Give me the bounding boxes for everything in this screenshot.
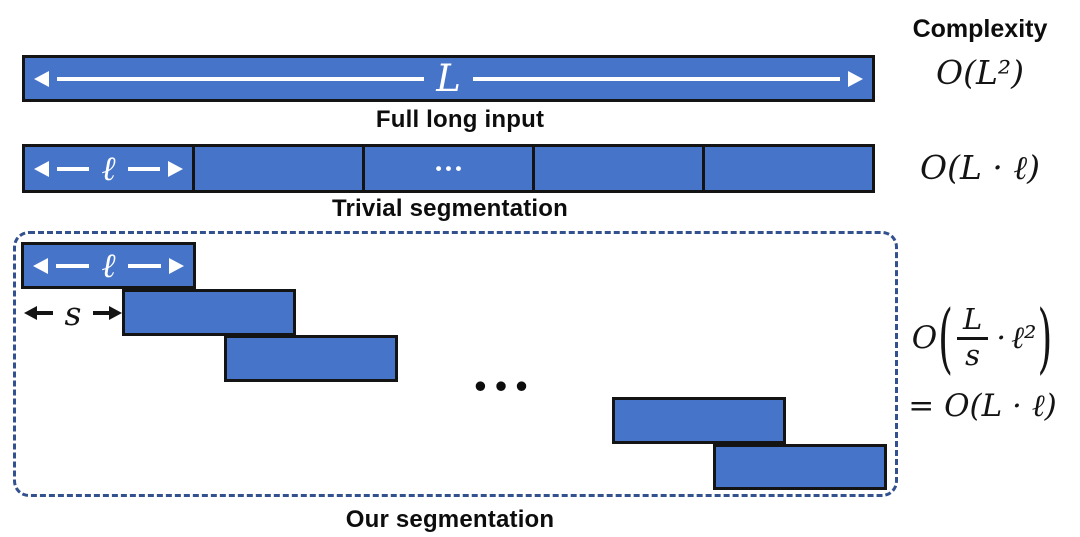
segment-ellipsis: ••• — [435, 158, 466, 178]
caption-our-segmentation: Our segmentation — [345, 506, 555, 533]
fraction-l-over-s: L s — [956, 303, 989, 372]
length-measure-arrow: L — [25, 58, 872, 99]
big-o: O — [911, 320, 938, 356]
complexity-trivial-segmentation: O(L · ℓ) — [920, 148, 1040, 187]
close-paren: ) — [1037, 294, 1053, 382]
arrow-line — [57, 76, 425, 81]
complexity-our-segmentation: O ( L s · ℓ² ) = O(L · ℓ) — [885, 294, 1080, 424]
trivial-segment-3: ••• — [362, 147, 532, 190]
complexity-heading: Complexity — [912, 15, 1048, 43]
chunks-ellipsis: ••• — [474, 367, 537, 404]
arrowhead-right-icon — [168, 160, 184, 177]
overlap-chunk-1: ℓ — [21, 242, 196, 289]
trivial-segment-1: ℓ — [25, 147, 192, 190]
trivial-segmentation-bar: ℓ ••• — [22, 144, 875, 193]
overlap-chunk-2 — [122, 289, 296, 336]
chunk-length-label: ℓ — [101, 245, 116, 286]
caption-trivial-segmentation: Trivial segmentation — [331, 195, 569, 222]
complexity-formula-line1: O ( L s · ℓ² ) — [885, 294, 1080, 382]
length-label: L — [436, 57, 461, 100]
arrowhead-left-icon — [34, 160, 49, 177]
segment-length-label: ℓ — [101, 148, 116, 189]
trivial-segment-5 — [702, 147, 872, 190]
chunk-length-arrow: ℓ — [24, 245, 193, 286]
open-paren: ( — [938, 294, 953, 382]
arrow-line — [472, 76, 841, 81]
full-input-bar: L — [22, 55, 875, 102]
arrowhead-right-icon — [109, 306, 122, 320]
arrowhead-right-icon — [169, 257, 185, 274]
arrow-line — [56, 263, 90, 268]
stride-measure-arrow: s — [24, 294, 122, 332]
trivial-segment-2 — [192, 147, 362, 190]
fraction-denominator: s — [965, 338, 981, 372]
arrowhead-left-icon — [34, 70, 49, 87]
arrow-line — [127, 263, 162, 268]
ell-squared: ℓ² — [1011, 320, 1037, 356]
arrowhead-left-icon — [24, 306, 37, 320]
arrow-line — [57, 166, 90, 171]
our-segmentation-box — [13, 231, 898, 497]
multiplication-dot: · — [996, 320, 1007, 356]
overlap-chunk-5 — [713, 444, 887, 490]
stride-label: s — [64, 293, 82, 333]
arrowhead-left-icon — [33, 257, 48, 274]
caption-full-long-input: Full long input — [375, 106, 545, 133]
arrow-line — [93, 311, 109, 315]
trivial-segment-4 — [532, 147, 702, 190]
complexity-full-input: O(L²) — [936, 53, 1024, 92]
arrow-line — [127, 166, 161, 171]
segment-length-arrow: ℓ — [25, 147, 192, 190]
fraction-numerator: L — [956, 303, 989, 340]
complexity-formula-line2: = O(L · ℓ) — [908, 388, 1057, 424]
overlap-chunk-4 — [612, 397, 786, 444]
arrow-line — [37, 311, 53, 315]
overlap-chunk-3 — [224, 335, 398, 382]
arrowhead-right-icon — [848, 70, 864, 87]
